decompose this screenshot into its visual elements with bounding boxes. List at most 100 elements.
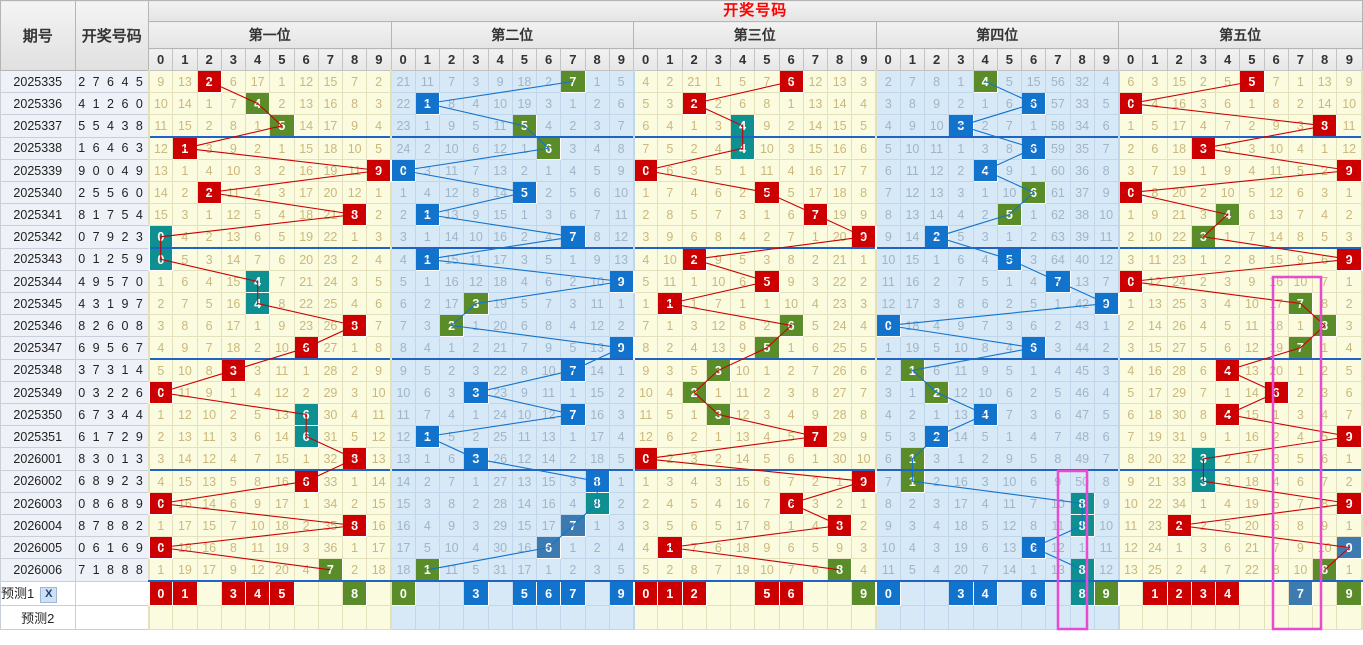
prediction-empty-cell[interactable]: [948, 605, 974, 630]
prediction-empty-cell[interactable]: [1166, 605, 1192, 630]
prediction-mark[interactable]: 4: [1215, 581, 1240, 606]
header-digit-p2-8[interactable]: 8: [584, 48, 610, 71]
header-digit-p3-5[interactable]: 5: [754, 48, 780, 71]
prediction-empty-cell[interactable]: [439, 580, 465, 606]
header-digit-p1-7[interactable]: 7: [317, 48, 344, 71]
header-digit-p5-7[interactable]: 7: [1287, 48, 1314, 71]
prediction-empty-cell[interactable]: [487, 580, 513, 606]
prediction-empty-cell[interactable]: [827, 580, 853, 606]
prediction-empty-cell[interactable]: [317, 580, 344, 606]
prediction-empty-cell[interactable]: [511, 605, 538, 630]
header-digit-p5-9[interactable]: 9: [1336, 48, 1363, 71]
prediction-empty-cell[interactable]: [196, 580, 222, 606]
close-icon[interactable]: X: [40, 587, 58, 604]
prediction-empty-cell[interactable]: [657, 605, 683, 630]
prediction-empty-cell[interactable]: [996, 580, 1023, 606]
prediction-empty-cell[interactable]: [1142, 605, 1168, 630]
prediction-empty-cell[interactable]: [924, 605, 950, 630]
header-digit-p1-0[interactable]: 0: [148, 48, 174, 71]
header-digit-p3-7[interactable]: 7: [802, 48, 829, 71]
header-digit-p5-4[interactable]: 4: [1215, 48, 1241, 71]
prediction-empty-cell[interactable]: [1239, 605, 1265, 630]
prediction-empty-cell[interactable]: [632, 605, 659, 630]
header-digit-p1-2[interactable]: 2: [196, 48, 222, 71]
header-digit-p4-1[interactable]: 1: [899, 48, 926, 71]
prediction-empty-cell[interactable]: [996, 605, 1023, 630]
header-digit-p3-4[interactable]: 4: [730, 48, 756, 71]
header-digit-p1-4[interactable]: 4: [245, 48, 271, 71]
header-digit-p3-0[interactable]: 0: [633, 48, 659, 71]
prediction-mark[interactable]: 8: [342, 581, 367, 606]
prediction-mark[interactable]: 9: [851, 581, 877, 606]
prediction-empty-cell[interactable]: [875, 605, 901, 630]
header-digit-p4-3[interactable]: 3: [948, 48, 974, 71]
prediction-empty-cell[interactable]: [1045, 580, 1071, 606]
prediction-empty-cell[interactable]: [1215, 605, 1241, 630]
header-digit-p2-7[interactable]: 7: [560, 48, 586, 71]
header-digit-p4-4[interactable]: 4: [972, 48, 998, 71]
prediction-empty-cell[interactable]: [147, 605, 174, 630]
prediction-mark[interactable]: 9: [1094, 581, 1119, 606]
prediction-mark[interactable]: 6: [1021, 581, 1046, 606]
prediction-empty-cell[interactable]: [1045, 605, 1071, 630]
header-digit-p5-8[interactable]: 8: [1312, 48, 1338, 71]
header-digit-p5-5[interactable]: 5: [1239, 48, 1265, 71]
header-digit-p2-5[interactable]: 5: [511, 48, 538, 71]
header-digit-p4-7[interactable]: 7: [1045, 48, 1071, 71]
prediction-mark[interactable]: 3: [1191, 581, 1216, 606]
prediction-mark[interactable]: 3: [221, 581, 246, 606]
header-digit-p4-2[interactable]: 2: [924, 48, 950, 71]
header-digit-p3-6[interactable]: 6: [778, 48, 804, 71]
prediction-empty-cell[interactable]: [293, 605, 319, 630]
prediction-empty-cell[interactable]: [414, 605, 441, 630]
prediction-mark[interactable]: 0: [391, 581, 416, 606]
header-digit-p5-2[interactable]: 2: [1166, 48, 1192, 71]
prediction-empty-cell[interactable]: [220, 605, 247, 630]
prediction-mark[interactable]: 4: [245, 581, 270, 606]
prediction-mark[interactable]: 5: [754, 581, 780, 606]
prediction-empty-cell[interactable]: [487, 605, 513, 630]
prediction-empty-cell[interactable]: [827, 605, 853, 630]
prediction-empty-cell[interactable]: [778, 605, 804, 630]
prediction-mark[interactable]: 3: [948, 581, 974, 606]
prediction-empty-cell[interactable]: [1263, 580, 1289, 606]
header-digit-p1-6[interactable]: 6: [293, 48, 319, 71]
prediction-mark[interactable]: 7: [1288, 581, 1313, 606]
prediction-empty-cell[interactable]: [1336, 605, 1363, 630]
prediction-empty-cell[interactable]: [1069, 605, 1095, 630]
header-digit-p2-0[interactable]: 0: [390, 48, 416, 71]
prediction-empty-cell[interactable]: [681, 605, 707, 630]
prediction-mark[interactable]: 9: [609, 581, 634, 606]
prediction-empty-cell[interactable]: [802, 605, 829, 630]
prediction-mark[interactable]: 6: [779, 581, 804, 606]
header-digit-p2-4[interactable]: 4: [487, 48, 513, 71]
prediction-mark[interactable]: 9: [1336, 581, 1362, 606]
prediction-empty-cell[interactable]: [1093, 605, 1120, 630]
header-digit-p4-8[interactable]: 8: [1069, 48, 1095, 71]
prediction-empty-cell[interactable]: [802, 580, 829, 606]
prediction-empty-cell[interactable]: [1312, 605, 1338, 630]
prediction-empty-cell[interactable]: [366, 580, 393, 606]
prediction-empty-cell[interactable]: [317, 605, 344, 630]
prediction-empty-cell[interactable]: [1021, 605, 1047, 630]
prediction-empty-cell[interactable]: [439, 605, 465, 630]
prediction-mark[interactable]: 8: [1070, 581, 1095, 606]
prediction-mark[interactable]: 0: [148, 581, 173, 606]
prediction-empty-cell[interactable]: [366, 605, 393, 630]
prediction-empty-cell[interactable]: [972, 605, 998, 630]
prediction-empty-cell[interactable]: [754, 605, 780, 630]
header-digit-p2-2[interactable]: 2: [439, 48, 465, 71]
prediction-mark[interactable]: 3: [463, 581, 489, 606]
header-digit-p4-0[interactable]: 0: [875, 48, 901, 71]
prediction-empty-cell[interactable]: [705, 580, 732, 606]
prediction-mark[interactable]: 5: [512, 581, 537, 606]
prediction-empty-cell[interactable]: [924, 580, 950, 606]
prediction-empty-cell[interactable]: [269, 605, 295, 630]
header-digit-p4-9[interactable]: 9: [1093, 48, 1120, 71]
header-digit-p2-9[interactable]: 9: [608, 48, 635, 71]
prediction-empty-cell[interactable]: [730, 580, 756, 606]
prediction-empty-cell[interactable]: [899, 605, 926, 630]
header-digit-p3-9[interactable]: 9: [851, 48, 877, 71]
header-digit-p1-8[interactable]: 8: [342, 48, 368, 71]
header-digit-p2-3[interactable]: 3: [463, 48, 489, 71]
